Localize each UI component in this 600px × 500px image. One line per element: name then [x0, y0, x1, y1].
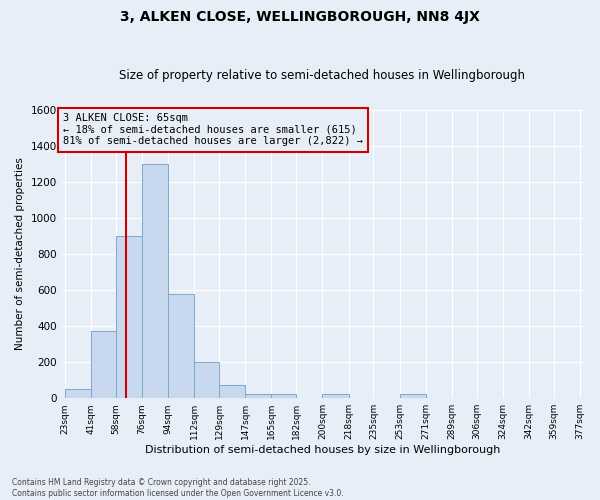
X-axis label: Distribution of semi-detached houses by size in Wellingborough: Distribution of semi-detached houses by … — [145, 445, 500, 455]
Bar — [194, 362, 219, 398]
Bar — [322, 394, 349, 398]
Bar — [168, 294, 194, 398]
Text: 3 ALKEN CLOSE: 65sqm
← 18% of semi-detached houses are smaller (615)
81% of semi: 3 ALKEN CLOSE: 65sqm ← 18% of semi-detac… — [63, 113, 363, 146]
Y-axis label: Number of semi-detached properties: Number of semi-detached properties — [15, 158, 25, 350]
Bar — [65, 389, 91, 398]
Bar — [116, 236, 142, 398]
Text: Contains HM Land Registry data © Crown copyright and database right 2025.
Contai: Contains HM Land Registry data © Crown c… — [12, 478, 344, 498]
Bar — [245, 394, 271, 398]
Title: Size of property relative to semi-detached houses in Wellingborough: Size of property relative to semi-detach… — [119, 69, 526, 82]
Bar — [219, 384, 245, 398]
Bar — [400, 394, 426, 398]
Bar — [91, 330, 116, 398]
Bar — [271, 394, 296, 398]
Bar — [142, 164, 168, 398]
Text: 3, ALKEN CLOSE, WELLINGBOROUGH, NN8 4JX: 3, ALKEN CLOSE, WELLINGBOROUGH, NN8 4JX — [120, 10, 480, 24]
